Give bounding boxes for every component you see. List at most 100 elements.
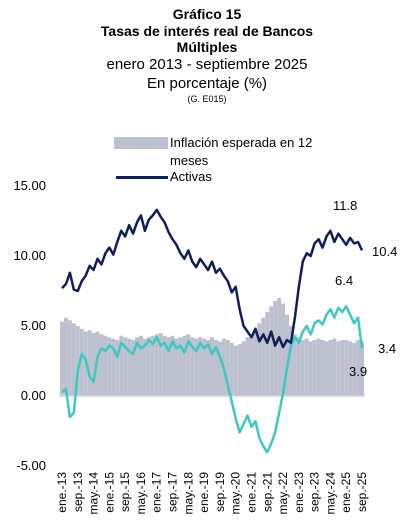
bar: [107, 337, 112, 396]
y-tick-label: 10.00: [13, 248, 46, 263]
bar: [249, 334, 254, 396]
bar: [352, 342, 357, 396]
annotation: 3.9: [349, 364, 367, 379]
legend-label: Activas: [170, 169, 212, 184]
bar: [348, 341, 353, 396]
bar: [190, 337, 195, 396]
chart-subtitle: enero 2013 - septiembre 2025: [106, 56, 308, 73]
x-tick-label: sep.-21: [260, 472, 274, 512]
bar: [312, 340, 317, 396]
bar: [99, 334, 104, 396]
bar: [265, 312, 270, 396]
bar: [127, 338, 132, 396]
bar: [296, 337, 301, 396]
bar: [257, 323, 262, 396]
bar: [198, 337, 203, 396]
legend-swatch: [114, 137, 168, 149]
line: [61, 208, 364, 349]
x-tick-label: ene.-25: [339, 472, 353, 513]
x-tick-label: sep.-17: [166, 472, 180, 512]
x-tick-label: sep.-13: [71, 472, 85, 512]
bar: [71, 323, 76, 396]
line: [61, 305, 364, 454]
x-tick-label: sep.-19: [213, 472, 227, 512]
x-tick-label: may.-24: [323, 472, 337, 515]
bar: [281, 303, 286, 396]
y-tick-label: -5.00: [16, 458, 46, 473]
annotation: 3.4: [378, 341, 396, 356]
x-tick-label: sep.-25: [355, 472, 369, 512]
bar: [150, 335, 155, 396]
bar: [63, 317, 68, 396]
bar: [292, 334, 297, 396]
bar: [356, 340, 361, 396]
bar: [261, 317, 266, 396]
bar: [111, 338, 116, 396]
chart-kicker: Gráfico 15: [172, 6, 242, 22]
source-code: (G. E015): [187, 94, 227, 104]
bar: [166, 337, 171, 396]
bar: [79, 328, 84, 396]
x-tick-label: may.-14: [87, 472, 101, 515]
bar: [273, 300, 278, 396]
x-tick-label: sep.-15: [118, 472, 132, 512]
bar: [245, 337, 250, 396]
bar: [288, 326, 293, 396]
bar: [320, 340, 325, 396]
legend-swatch: [116, 176, 168, 179]
x-tick-label: may.-22: [276, 472, 290, 515]
bar: [217, 341, 222, 396]
bar: [131, 340, 136, 396]
bar: [233, 345, 238, 396]
bar: [253, 328, 258, 396]
bar: [332, 338, 337, 396]
bar: [344, 340, 349, 396]
bar: [269, 306, 274, 396]
x-tick-label: sep.-23: [308, 472, 322, 512]
bar: [206, 340, 211, 396]
x-tick-label: may.-20: [229, 472, 243, 515]
bar: [229, 342, 234, 396]
bar: [91, 333, 96, 396]
bar: [75, 326, 80, 396]
bar: [300, 340, 305, 396]
bar: [360, 341, 364, 396]
bar: [60, 321, 64, 396]
bar: [103, 335, 108, 396]
bar: [87, 330, 92, 396]
bar: [158, 333, 163, 396]
y-tick-label: 15.00: [13, 178, 46, 193]
chart-title: Tasas de interés real de Bancos Múltiple…: [100, 23, 314, 55]
bar: [340, 340, 345, 396]
bar: [225, 340, 230, 396]
bar: [316, 338, 321, 396]
bar: [241, 341, 246, 396]
x-tick-label: ene.-19: [197, 472, 211, 513]
x-tick-label: ene.-13: [55, 472, 69, 513]
x-tick-label: ene.-17: [150, 472, 164, 513]
bar: [123, 337, 128, 396]
bar: [67, 320, 72, 396]
bar: [210, 337, 214, 396]
bar: [170, 335, 175, 396]
bar: [328, 340, 333, 396]
bar: [115, 340, 120, 396]
bar: [202, 338, 207, 396]
bar: [135, 337, 139, 396]
annotation: 10.4: [372, 244, 397, 259]
bar: [237, 344, 242, 396]
bar: [174, 338, 179, 396]
bar: [186, 334, 191, 396]
bar: [119, 335, 124, 396]
bar: [324, 341, 329, 396]
y-tick-label: 0.00: [21, 388, 46, 403]
y-tick-label: 5.00: [21, 318, 46, 333]
bar: [277, 298, 282, 396]
x-tick-label: ene.-21: [244, 472, 258, 513]
bar: [182, 335, 187, 396]
bar: [213, 340, 218, 396]
bar: [194, 338, 199, 396]
bar: [308, 341, 313, 396]
